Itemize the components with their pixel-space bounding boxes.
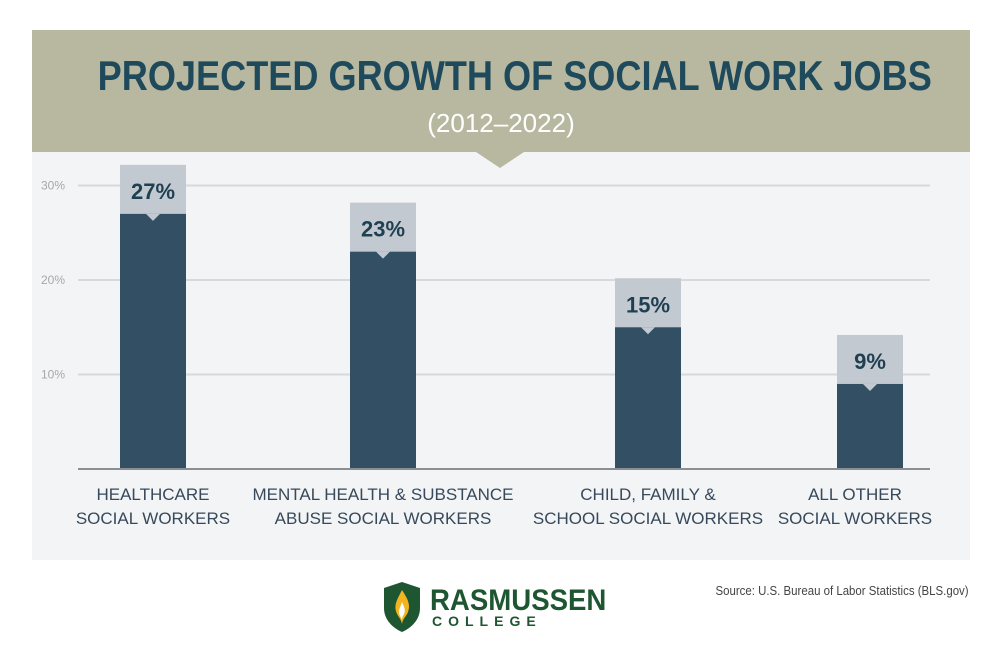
chart-card: PROJECTED GROWTH OF SOCIAL WORK JOBS (20… [32,30,970,560]
data-label: 15% [626,292,670,317]
logo-subtitle: COLLEGE [432,613,542,629]
banner-notch [476,152,524,168]
bar-pointer [863,383,877,391]
bar-cap [615,278,681,328]
shield-flame-icon [384,582,420,632]
bar [615,327,681,469]
bar-pointer [641,327,655,335]
x-tick-label: ABUSE SOCIAL WORKERS [275,509,492,528]
x-tick-label: MENTAL HEALTH & SUBSTANCE [252,485,513,504]
data-label: 23% [361,217,405,242]
x-tick-label: SOCIAL WORKERS [76,509,230,528]
logo-name: RASMUSSEN [430,584,607,617]
chart-subtitle: (2012–2022) [427,108,575,138]
bar-cap [120,164,186,214]
y-tick-label: 10% [41,368,65,382]
bar [350,251,416,469]
x-tick-label: SCHOOL SOCIAL WORKERS [533,509,763,528]
source-note: Source: U.S. Bureau of Labor Statistics … [715,583,969,598]
y-tick-label: 20% [41,273,65,287]
bar [837,383,903,469]
title-banner: PROJECTED GROWTH OF SOCIAL WORK JOBS (20… [32,30,970,152]
y-tick-label: 30% [41,179,65,193]
x-tick-label: SOCIAL WORKERS [778,509,932,528]
x-tick-label: CHILD, FAMILY & [580,485,716,504]
bar-pointer [146,213,160,221]
x-tick-label: ALL OTHER [808,485,902,504]
bar [120,213,186,469]
rasmussen-logo: RASMUSSEN COLLEGE [380,580,620,636]
x-tick-label: HEALTHCARE [96,485,209,504]
bar-cap [350,202,416,252]
data-label: 27% [131,179,175,204]
data-label: 9% [854,349,886,374]
bar-pointer [376,251,390,259]
chart-title: PROJECTED GROWTH OF SOCIAL WORK JOBS [97,52,932,99]
bar-cap [837,334,903,384]
